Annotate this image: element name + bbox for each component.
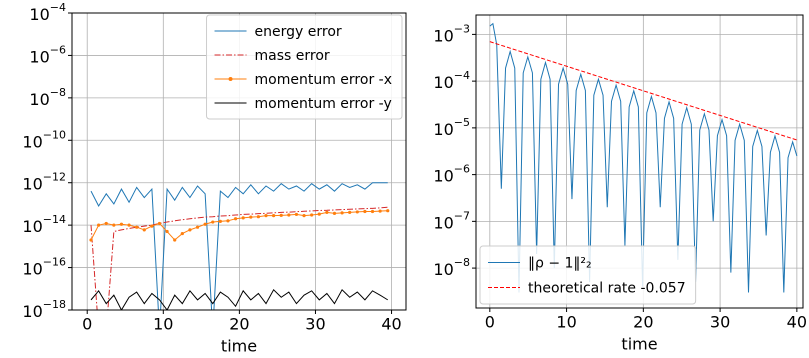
point: [157, 221, 162, 226]
x-tick-label: 20: [229, 315, 249, 334]
y-tick-label: 10−6: [433, 163, 470, 186]
point: [203, 222, 207, 226]
point: [325, 210, 329, 214]
point: [256, 215, 261, 219]
series-line: [90, 288, 389, 310]
point: [135, 225, 139, 229]
point: [294, 212, 299, 217]
point: [173, 238, 177, 242]
y-tick-label: 10−8: [29, 86, 66, 109]
point: [188, 228, 192, 232]
y-tick-label: 10−7: [433, 209, 470, 232]
point: [355, 210, 359, 214]
x-axis-label: time: [621, 335, 657, 354]
point: [150, 224, 154, 228]
point: [302, 214, 306, 218]
legend-box: [206, 14, 403, 120]
point: [287, 213, 291, 217]
legend-label: ‖ρ − 1‖²₂: [528, 256, 592, 272]
x-tick-label: 20: [633, 313, 653, 332]
legend-box: [479, 245, 697, 305]
point: [378, 209, 382, 213]
point: [218, 219, 222, 224]
point: [165, 229, 169, 234]
legend-label: theoretical rate -0.057: [528, 281, 686, 297]
x-tick-label: 0: [82, 315, 92, 334]
series-line: [90, 182, 388, 310]
point: [112, 223, 116, 227]
point: [127, 223, 131, 227]
y-tick-label: 10−4: [433, 69, 470, 92]
point: [89, 238, 93, 242]
point: [226, 219, 230, 223]
legend-marker: [228, 77, 233, 81]
x-axis-label: time: [221, 337, 257, 356]
x-tick-label: 10: [556, 313, 576, 332]
plot-frame: [71, 12, 407, 311]
x-tick-label: 0: [485, 313, 495, 332]
legend-label: momentum error -y: [255, 96, 392, 112]
point: [233, 217, 238, 221]
point: [340, 211, 344, 215]
point: [272, 214, 276, 218]
x-tick-label: 40: [381, 315, 401, 334]
y-tick-label: 10−8: [433, 256, 470, 279]
point: [142, 228, 146, 232]
legend-label: momentum error -x: [255, 72, 392, 88]
y-tick-label: 10−16: [22, 256, 66, 279]
y-tick-label: 10−14: [22, 213, 66, 236]
point: [348, 210, 352, 214]
x-tick-label: 40: [787, 313, 807, 332]
y-tick-label: 10−5: [433, 116, 470, 139]
point: [195, 225, 200, 229]
panel: 10−18 10−16 10−14 10−12 10−10 10−8 10−6 10−4 0 10…: [22, 1, 407, 356]
y-tick-label: 10−18: [22, 298, 66, 321]
point: [211, 220, 215, 224]
point: [97, 223, 101, 227]
legend: energy error mass error momentum error -x m…: [206, 14, 403, 120]
point: [310, 213, 314, 217]
point: [241, 216, 245, 220]
point: [249, 215, 253, 219]
point: [332, 211, 337, 215]
y-tick-label: 10−3: [433, 22, 470, 45]
x-tick-label: 30: [710, 313, 730, 332]
y-tick-label: 10−10: [22, 128, 66, 151]
series-line: [90, 206, 388, 310]
legend: ‖ρ − 1‖²₂ theoretical rate -0.057: [479, 245, 697, 305]
point: [104, 221, 108, 226]
point: [119, 222, 124, 226]
y-tick-label: 10−6: [29, 43, 66, 66]
y-tick-label: 10−4: [29, 1, 66, 24]
point: [363, 209, 367, 214]
point: [317, 212, 321, 216]
point: [264, 214, 268, 218]
x-tick-label: 30: [305, 315, 325, 334]
legend-label: mass error: [255, 48, 330, 64]
point: [279, 213, 283, 217]
y-tick-label: 10−12: [22, 171, 66, 194]
legend-label: energy error: [255, 24, 342, 40]
plot-frame: [475, 14, 804, 309]
x-tick-label: 10: [153, 315, 173, 334]
series-line: [90, 210, 388, 241]
point: [180, 231, 184, 236]
point: [386, 209, 390, 213]
point: [370, 209, 375, 214]
panel: 10−8 10−7 10−6 10−5 10−4 10−3 0 10 20 30 40 time ‖ρ …: [433, 14, 807, 354]
plot-area: [89, 182, 390, 310]
